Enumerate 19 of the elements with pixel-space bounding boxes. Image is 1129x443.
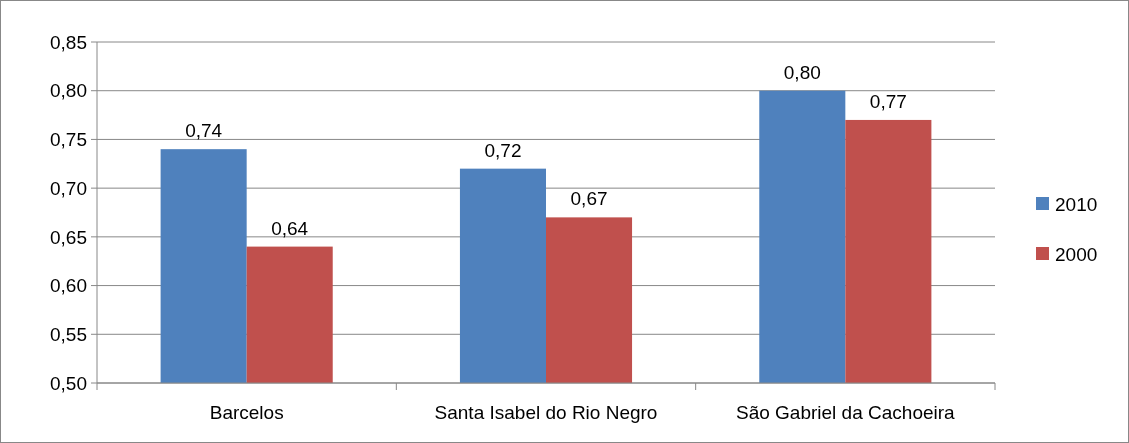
- data-label: 0,77: [869, 90, 907, 112]
- y-tick-label: 0,85: [50, 31, 87, 53]
- data-label: 0,74: [185, 120, 223, 142]
- y-tick-label: 0,60: [50, 275, 87, 297]
- x-tick-label: Santa Isabel do Rio Negro: [434, 402, 658, 423]
- y-tick-label: 0,65: [50, 226, 87, 248]
- data-label: 0,80: [783, 61, 821, 83]
- data-label: 0,64: [271, 217, 309, 239]
- y-tick-label: 0,75: [50, 129, 87, 151]
- data-label: 0,67: [570, 188, 608, 210]
- y-tick-label: 0,80: [50, 80, 87, 102]
- data-label: 0,72: [484, 139, 522, 161]
- legend-label: 2000: [1055, 243, 1098, 265]
- y-tick-label: 0,50: [50, 372, 87, 394]
- x-tick-label: São Gabriel da Cachoeira: [736, 402, 956, 423]
- legend-label: 2010: [1055, 193, 1098, 215]
- x-tick-label: Barcelos: [209, 402, 284, 423]
- y-tick-label: 0,55: [50, 323, 87, 345]
- y-tick-label: 0,70: [50, 177, 87, 199]
